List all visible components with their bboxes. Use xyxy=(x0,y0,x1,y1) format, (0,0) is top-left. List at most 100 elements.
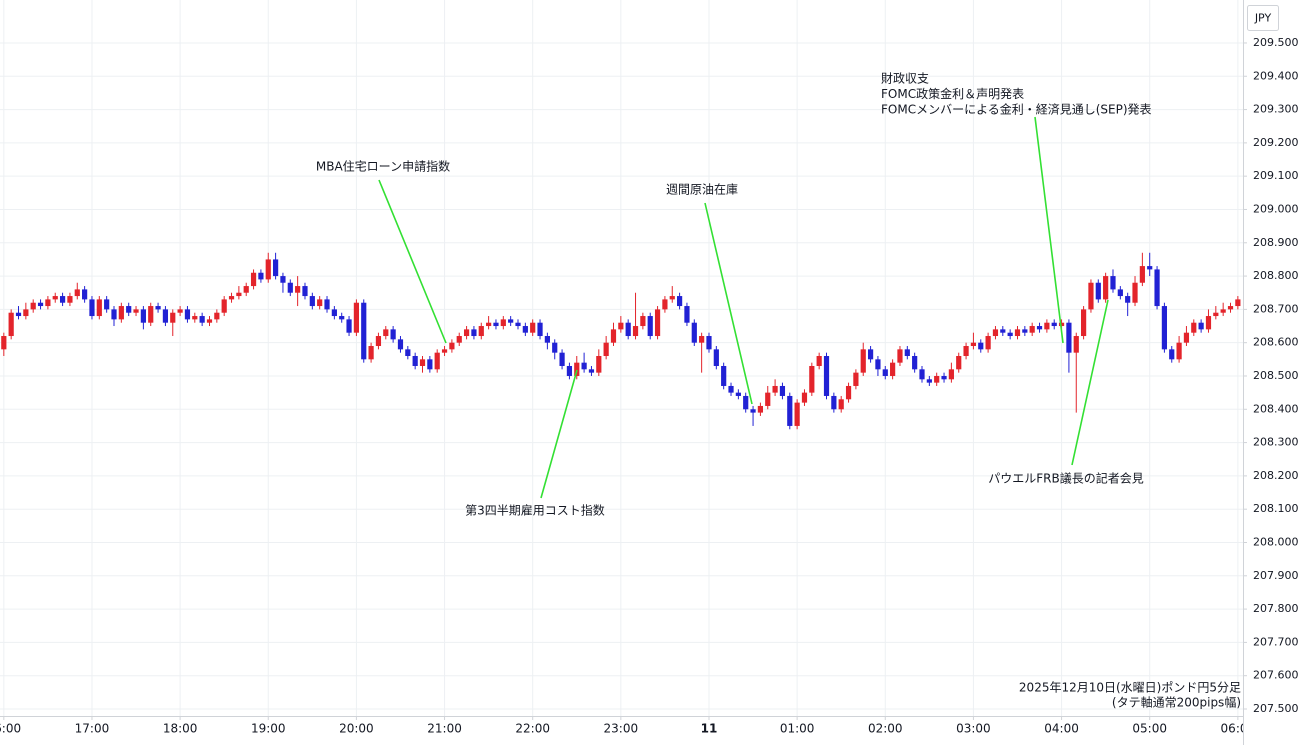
candle-body xyxy=(1125,296,1131,303)
candle-body xyxy=(860,349,866,373)
candle-body xyxy=(23,309,29,317)
annotation-line xyxy=(378,179,447,344)
candle-body xyxy=(728,385,734,393)
candle-body xyxy=(177,309,183,313)
x-tick-label: 05:00 xyxy=(1132,722,1167,736)
y-tick-label: 207.600 xyxy=(1253,669,1299,682)
candle-body xyxy=(89,299,95,317)
x-tick-label: 21:00 xyxy=(427,722,462,736)
candle-body xyxy=(15,312,22,317)
candle-body xyxy=(361,302,367,360)
candle-body xyxy=(1007,332,1013,337)
candle-body xyxy=(280,276,286,283)
annotation-text: 第3四半期雇用コスト指数 xyxy=(465,503,605,518)
candle-body xyxy=(919,369,925,380)
candle-body xyxy=(882,369,888,376)
annotation-line xyxy=(540,369,578,499)
candle-body xyxy=(1095,282,1101,300)
candle-body xyxy=(1073,336,1079,353)
footnote: (タテ軸通常200pips幅) xyxy=(1112,695,1241,710)
candle-body xyxy=(948,369,954,380)
y-tick-label: 207.500 xyxy=(1253,702,1299,715)
candle-body xyxy=(853,372,859,386)
candle-body xyxy=(1147,266,1153,270)
x-tick-label: 01:00 xyxy=(780,722,815,736)
candle-body xyxy=(588,369,595,373)
candle-body xyxy=(37,302,44,307)
candle-body xyxy=(1183,332,1190,343)
y-tick-label: 209.200 xyxy=(1253,136,1299,149)
candle-body xyxy=(845,385,852,400)
y-tick-label: 209.400 xyxy=(1253,69,1299,82)
candle-body xyxy=(493,322,499,327)
candle-body xyxy=(867,349,874,360)
candle-body xyxy=(963,346,969,357)
candle-body xyxy=(192,316,198,320)
candle-body xyxy=(295,286,301,293)
candle-body xyxy=(486,322,492,327)
candle-body xyxy=(243,286,249,293)
candle-body xyxy=(59,296,66,303)
candle-body xyxy=(838,399,844,410)
candle-body xyxy=(970,342,977,347)
x-tick-label: 04:00 xyxy=(1044,722,1079,736)
candle-body xyxy=(530,322,536,333)
candle-body xyxy=(463,329,470,337)
candle-body xyxy=(82,289,88,300)
candle-body xyxy=(258,272,264,280)
annotation-line xyxy=(704,202,753,405)
annotation-text: FOMCメンバーによる金利・経済見通し(SEP)発表 xyxy=(881,102,1152,117)
candle-body xyxy=(897,349,903,363)
annotation-line xyxy=(1071,299,1109,466)
candle-body xyxy=(353,302,360,333)
candle-body xyxy=(1000,329,1006,333)
candle-body xyxy=(662,299,668,310)
annotation-text: 財政収支 xyxy=(881,71,929,86)
candle-body xyxy=(1132,282,1138,303)
candle-body xyxy=(478,326,484,337)
candle-body xyxy=(823,356,830,396)
candle-body xyxy=(162,309,169,323)
candle-body xyxy=(559,352,565,366)
candle-body xyxy=(809,365,815,393)
candle-body xyxy=(831,395,837,410)
candle-body xyxy=(67,296,73,303)
candle-body xyxy=(500,319,506,327)
annotation-text: パウエルFRB議長の記者会見 xyxy=(988,471,1143,486)
candle-body xyxy=(1198,322,1204,330)
candle-body xyxy=(155,306,161,310)
candle-body xyxy=(522,326,528,333)
candle-body xyxy=(412,356,418,366)
candle-body xyxy=(699,336,705,343)
candle-body xyxy=(904,349,910,357)
candle-body xyxy=(434,352,440,370)
candle-body xyxy=(537,322,543,337)
candle-body xyxy=(287,282,293,293)
candle-body xyxy=(677,296,683,307)
candle-body xyxy=(390,329,396,340)
candle-body xyxy=(684,306,690,323)
x-tick-label: 16:00 xyxy=(0,722,21,736)
candle-body xyxy=(441,349,448,353)
candle-body xyxy=(912,356,918,370)
candle-body xyxy=(199,316,205,323)
candle-body xyxy=(1110,276,1116,290)
candle-body xyxy=(1235,299,1241,307)
x-tick-label: 19:00 xyxy=(251,722,286,736)
candle-body xyxy=(419,359,426,366)
candle-body xyxy=(1058,322,1065,327)
candle-body xyxy=(757,405,764,413)
candle-body xyxy=(8,312,14,337)
candle-body xyxy=(750,409,756,413)
candle-body xyxy=(706,336,712,350)
candle-body xyxy=(368,346,374,360)
candle-body xyxy=(816,356,822,366)
candle-body xyxy=(265,259,271,280)
candle-body xyxy=(992,329,999,337)
x-tick-label: 06:00 xyxy=(1221,722,1256,736)
candle-body xyxy=(508,319,514,323)
candle-body xyxy=(375,336,382,347)
candle-body xyxy=(610,329,617,343)
candle-body xyxy=(1022,329,1028,333)
